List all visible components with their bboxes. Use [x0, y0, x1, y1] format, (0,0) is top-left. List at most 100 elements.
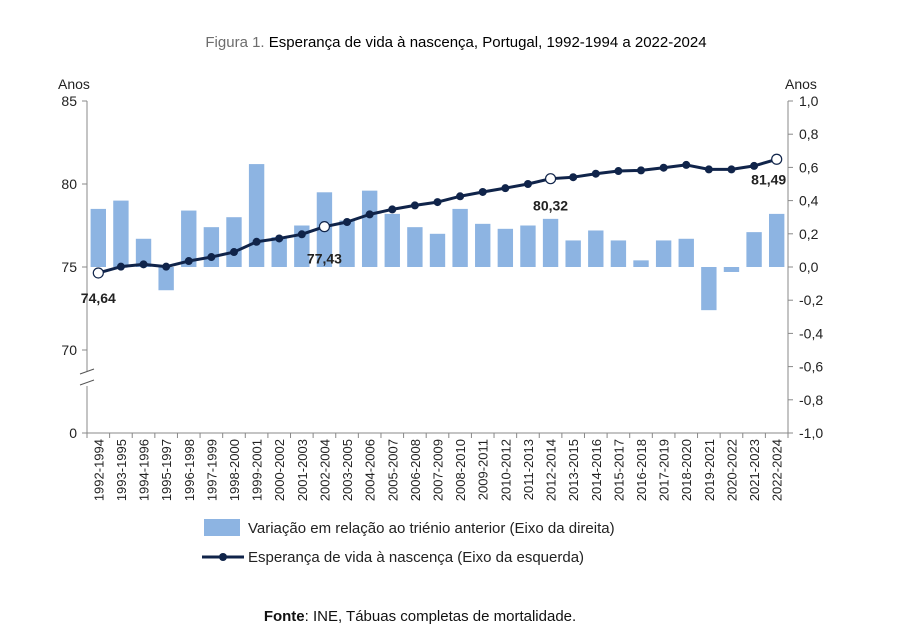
x-tick-label: 2000-2002	[272, 439, 287, 501]
highlighted-point	[544, 173, 557, 185]
right-tick-label: 0,8	[799, 126, 819, 142]
left-tick-label: 80	[61, 176, 77, 192]
x-tick-label: 2014-2016	[589, 439, 604, 501]
x-tick-label: 2022-2024	[770, 439, 785, 501]
x-tick-label: 2004-2006	[363, 439, 378, 501]
x-tick-label: 2002-2004	[317, 439, 332, 501]
x-tick-label: 2001-2003	[295, 439, 310, 501]
left-tick-label: 75	[61, 259, 77, 275]
line-point	[727, 165, 736, 174]
bar	[407, 227, 423, 267]
line-point	[252, 237, 261, 246]
axis-break-mark	[79, 368, 95, 375]
source-label: Fonte	[263, 608, 305, 625]
x-tick-label: 1997-1999	[204, 439, 219, 501]
bar	[384, 213, 400, 267]
data-label: 77,43	[307, 251, 342, 267]
x-tick-label: 1999-2001	[250, 439, 265, 501]
bar	[588, 230, 604, 267]
line-point	[614, 167, 623, 176]
bar	[497, 228, 514, 267]
highlighted-point	[771, 153, 783, 165]
x-tick-label: 2020-2022	[724, 439, 739, 501]
line-point	[184, 257, 193, 266]
line-point	[456, 192, 465, 201]
left-axis-unit: Anos	[58, 76, 90, 92]
bar	[271, 237, 287, 267]
x-tick-label: 2010-2012	[498, 439, 513, 501]
right-tick-label: 0,2	[799, 226, 819, 242]
x-tick-label: 2007-2009	[431, 439, 446, 501]
bar	[769, 213, 785, 267]
bar	[633, 260, 649, 267]
right-tick-label: 0,4	[799, 193, 819, 209]
right-tick-label: 1,0	[799, 93, 819, 109]
bar	[158, 267, 174, 291]
legend-bar-swatch	[204, 519, 240, 536]
chart-canvas: 070758085Anos-1,0-0,8-0,6-0,4-0,20,00,20…	[58, 76, 823, 566]
x-tick-label: 1992-1994	[91, 439, 106, 501]
legend-bar-label: Variação em relação ao triénio anterior …	[248, 520, 615, 537]
line-point	[365, 210, 374, 219]
bar	[90, 208, 106, 267]
line-point	[275, 234, 284, 243]
right-tick-label: -1,0	[799, 425, 823, 441]
axis-break-mark	[79, 379, 95, 386]
left-tick-label: 70	[61, 342, 77, 358]
highlighted-point	[92, 267, 104, 279]
line-point	[162, 262, 171, 271]
x-tick-label: 1998-2000	[227, 439, 242, 501]
x-tick-label: 1994-1996	[137, 439, 152, 501]
line-point	[410, 201, 419, 210]
line-point	[478, 187, 487, 196]
line-point	[637, 166, 646, 175]
bar	[135, 238, 152, 267]
x-tick-label: 2008-2010	[453, 439, 468, 501]
x-tick-label: 2013-2015	[566, 439, 581, 501]
x-tick-label: 1993-1995	[114, 439, 129, 501]
bar	[723, 267, 740, 272]
line-point	[207, 253, 216, 262]
x-tick-label: 1996-1998	[182, 439, 197, 501]
bar	[701, 267, 717, 311]
line-point	[139, 260, 148, 269]
x-tick-label: 2006-2008	[408, 439, 423, 501]
bar	[520, 225, 536, 267]
source-text: : INE, Tábuas completas de mortalidade.	[304, 608, 577, 625]
line-point	[750, 161, 759, 170]
bar	[655, 240, 672, 267]
line-point	[659, 163, 668, 172]
x-tick-label: 2015-2017	[611, 439, 626, 501]
bar	[181, 210, 197, 267]
bar	[361, 190, 378, 267]
line-point	[229, 248, 238, 257]
line-point	[682, 160, 691, 169]
line-point	[501, 184, 510, 193]
x-tick-label: 2003-2005	[340, 439, 355, 501]
data-label: 74,64	[81, 290, 116, 306]
left-tick-label: 0	[69, 425, 77, 441]
highlighted-point	[318, 221, 331, 233]
legend-line-label: Esperança de vida à nascença (Eixo da es…	[248, 549, 584, 566]
left-tick-label: 85	[61, 93, 77, 109]
line-point	[523, 180, 532, 188]
data-label: 80,32	[533, 198, 568, 214]
x-tick-label: 2011-2013	[521, 439, 536, 500]
x-tick-label: 2009-2011	[476, 439, 491, 500]
figure-number: Figura 1.	[205, 34, 265, 51]
bar	[475, 223, 491, 267]
bar	[746, 232, 762, 267]
x-tick-label: 2005-2007	[385, 439, 400, 501]
line-point	[433, 198, 442, 207]
right-tick-label: 0,6	[799, 159, 819, 175]
right-tick-label: -0,6	[799, 359, 823, 375]
right-tick-label: -0,8	[799, 392, 823, 408]
bar	[248, 164, 265, 267]
x-tick-label: 2017-2019	[657, 439, 672, 501]
right-tick-label: 0,0	[799, 259, 819, 275]
right-tick-label: -0,4	[799, 325, 823, 341]
bar	[565, 240, 581, 267]
bar	[113, 200, 129, 267]
line-point	[388, 205, 397, 214]
x-tick-label: 2019-2021	[702, 439, 717, 501]
